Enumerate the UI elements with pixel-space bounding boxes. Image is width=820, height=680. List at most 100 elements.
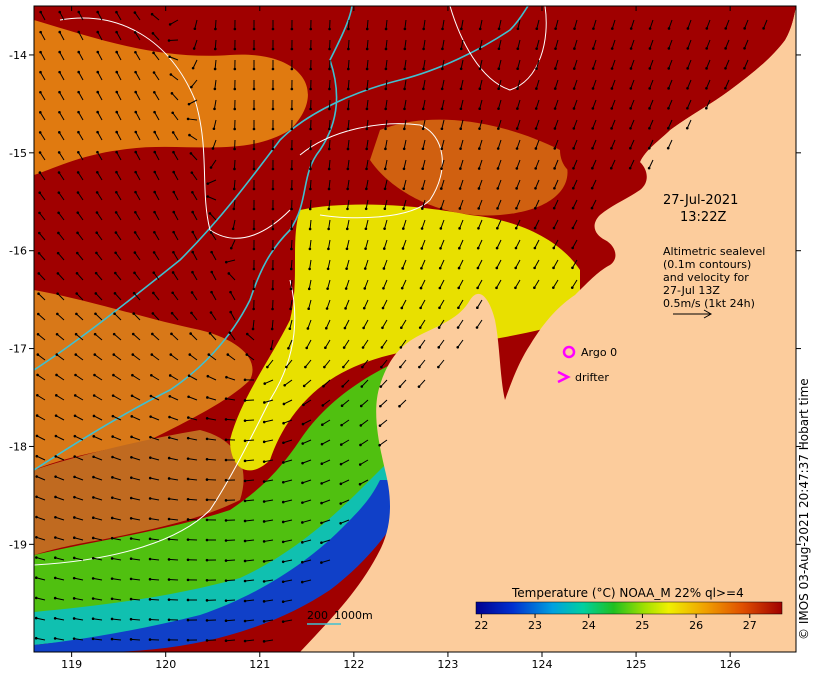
velocity-arrow [477, 239, 483, 249]
velocity-arrow-head [149, 394, 153, 398]
velocity-arrow-head [224, 418, 228, 421]
velocity-arrow [385, 59, 388, 69]
velocity-arrow [341, 399, 350, 407]
velocity-arrow-head [37, 292, 40, 296]
velocity-arrow [302, 519, 312, 523]
velocity-arrow [516, 159, 521, 169]
velocity-arrow [131, 456, 141, 461]
velocity-arrow-head [458, 227, 461, 230]
velocity-arrow-head [439, 207, 443, 210]
velocity-arrow [384, 199, 388, 209]
velocity-arrow-head [364, 247, 367, 250]
velocity-arrow [134, 212, 141, 221]
velocity-arrow [325, 319, 331, 329]
velocity-arrow-head [227, 272, 231, 275]
velocity-arrow-head [458, 246, 461, 250]
velocity-arrow [154, 211, 160, 221]
velocity-arrow-head [422, 87, 425, 91]
velocity-arrow-head [535, 87, 538, 90]
velocity-arrow [112, 517, 122, 521]
velocity-arrows [34, 10, 768, 643]
velocity-arrow-head [686, 87, 689, 90]
velocity-arrow [113, 333, 122, 341]
velocity-arrow-head [384, 67, 388, 71]
velocity-arrow [648, 139, 654, 149]
velocity-arrow [535, 99, 540, 109]
velocity-arrow [630, 19, 635, 29]
velocity-arrow-head [153, 150, 157, 154]
velocity-arrow-head [76, 231, 79, 235]
velocity-arrow-head [53, 596, 57, 600]
velocity-arrow [283, 619, 293, 623]
velocity-arrow-head [153, 210, 156, 214]
velocity-arrow-head [359, 424, 363, 427]
velocity-arrow-head [514, 286, 517, 290]
velocity-arrow [78, 131, 84, 141]
velocity-arrow-head [346, 207, 349, 211]
velocity-arrow-head [75, 312, 78, 316]
velocity-arrow [574, 19, 578, 29]
velocity-arrow-head [290, 87, 294, 91]
velocity-arrow-head [457, 306, 460, 310]
velocity-arrow [150, 477, 160, 481]
lat-tick: -15 [9, 147, 801, 160]
velocity-arrow-head [438, 286, 442, 290]
velocity-arrow-head [420, 227, 424, 230]
velocity-arrow-head [172, 150, 175, 154]
velocity-arrow [36, 637, 46, 641]
velocity-arrow-head [281, 500, 285, 504]
velocity-arrow [401, 299, 407, 309]
velocity-arrow [460, 79, 464, 89]
velocity-arrow-head [437, 365, 440, 369]
velocity-arrow-head [168, 415, 171, 419]
velocity-arrow-head [188, 133, 191, 137]
velocity-arrow-head [271, 67, 275, 71]
velocity-arrow [74, 537, 84, 541]
velocity-arrow [39, 192, 46, 201]
velocity-arrow-head [301, 481, 304, 485]
velocity-arrow [214, 19, 217, 30]
velocity-arrow-head [459, 127, 463, 131]
colorbar-tick-label: 25 [635, 619, 649, 632]
velocity-arrow [572, 199, 578, 209]
velocity-arrow [366, 59, 369, 70]
velocity-arrow-head [205, 639, 209, 642]
velocity-arrow-head [648, 27, 652, 30]
velocity-arrow-head [35, 515, 38, 519]
velocity-arrow [497, 119, 502, 129]
velocity-arrow-head [115, 70, 119, 74]
velocity-arrow-head [58, 10, 62, 14]
velocity-arrow-head [73, 475, 76, 479]
velocity-arrow [289, 319, 293, 329]
velocity-arrow [611, 99, 616, 109]
velocity-arrow [285, 359, 293, 368]
velocity-arrow-head [743, 66, 746, 70]
velocity-arrow-head [131, 373, 134, 377]
velocity-arrow [441, 79, 445, 89]
drifter-marker-icon [557, 370, 571, 384]
velocity-arrow-head [252, 147, 256, 151]
velocity-arrow [743, 59, 749, 69]
velocity-arrow-head [365, 47, 369, 51]
velocity-arrow-head [133, 271, 136, 275]
velocity-arrow-head [686, 67, 689, 70]
velocity-arrow-head [35, 475, 38, 478]
velocity-arrow-head [92, 435, 96, 438]
velocity-arrow [153, 72, 160, 81]
velocity-arrow-head [282, 461, 285, 464]
lat-tick: -16 [9, 245, 801, 258]
velocity-arrow [366, 139, 369, 149]
velocity-arrow [553, 179, 559, 189]
velocity-arrow-head [252, 207, 256, 211]
velocity-arrow-head [320, 482, 323, 485]
velocity-arrow-head [134, 110, 138, 114]
velocity-arrow [346, 199, 350, 209]
velocity-arrow-head [309, 147, 312, 151]
velocity-arrow-head [111, 394, 115, 397]
velocity-arrow [59, 51, 65, 61]
velocity-arrow-head [152, 51, 155, 55]
velocity-arrow [592, 19, 597, 29]
velocity-arrow [233, 199, 236, 209]
altimetry-note-line3: and velocity for [663, 271, 749, 284]
land-mass [300, 6, 796, 652]
